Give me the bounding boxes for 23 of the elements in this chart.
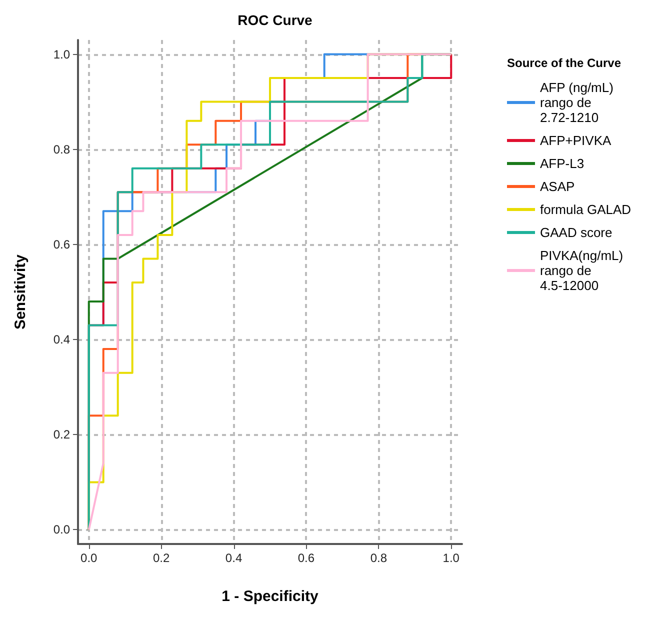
x-axis-title: 1 - Specificity <box>222 588 320 605</box>
legend-title: Source of the Curve <box>507 56 622 70</box>
x-tick-label: 0.6 <box>298 551 315 565</box>
legend-label: PIVKA(ng/mL) rango de 4.5-12000 <box>540 248 627 293</box>
x-tick-label: 0.8 <box>370 551 388 565</box>
x-tick-label: 0.2 <box>152 551 170 565</box>
y-tick-label: 0.6 <box>53 237 70 252</box>
y-tick-label: 0.8 <box>53 142 70 156</box>
legend-label: AFP-L3 <box>540 156 584 171</box>
y-tick-label: 0.0 <box>53 522 70 537</box>
x-tick-label: 0.0 <box>80 551 98 565</box>
legend-label: AFP+PIVKA <box>540 133 612 148</box>
legend-label: ASAP <box>540 179 575 194</box>
y-tick-label: 0.2 <box>53 428 70 442</box>
x-tick-label: 1.0 <box>442 551 460 565</box>
legend-label: AFP (ng/mL) rango de 2.72-1210 <box>540 80 618 125</box>
legend-label: GAAD score <box>540 225 612 240</box>
y-tick-label: 0.4 <box>53 332 70 347</box>
x-tick-label: 0.4 <box>225 551 242 565</box>
chart-title: ROC Curve <box>238 12 313 28</box>
y-tick-label: 1.0 <box>53 47 70 62</box>
y-axis-title: Sensitivity <box>12 254 29 330</box>
legend-label: formula GALAD <box>540 202 632 217</box>
